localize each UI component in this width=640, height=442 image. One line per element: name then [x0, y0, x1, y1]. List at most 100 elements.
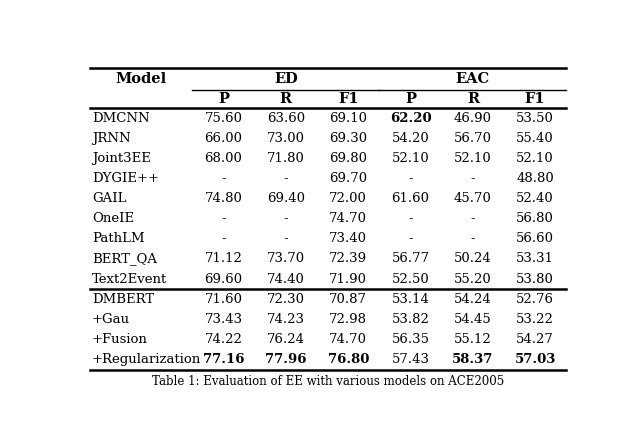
Text: 74.70: 74.70 [329, 333, 367, 346]
Text: 52.40: 52.40 [516, 192, 554, 205]
Text: 74.80: 74.80 [205, 192, 243, 205]
Text: 74.40: 74.40 [267, 273, 305, 286]
Text: BERT_QA: BERT_QA [92, 252, 157, 266]
Text: +Regularization: +Regularization [92, 353, 201, 366]
Text: 69.10: 69.10 [329, 112, 367, 125]
Text: R: R [467, 92, 479, 106]
Text: 71.60: 71.60 [205, 293, 243, 306]
Text: 46.90: 46.90 [454, 112, 492, 125]
Text: F1: F1 [525, 92, 545, 106]
Text: PathLM: PathLM [92, 232, 145, 245]
Text: -: - [284, 212, 288, 225]
Text: 55.20: 55.20 [454, 273, 492, 286]
Text: 76.24: 76.24 [267, 333, 305, 346]
Text: -: - [284, 232, 288, 245]
Text: 72.98: 72.98 [329, 313, 367, 326]
Text: 48.80: 48.80 [516, 172, 554, 185]
Text: 69.40: 69.40 [267, 192, 305, 205]
Text: 61.60: 61.60 [392, 192, 429, 205]
Text: 74.23: 74.23 [267, 313, 305, 326]
Text: 53.82: 53.82 [392, 313, 429, 326]
Text: 75.60: 75.60 [205, 112, 243, 125]
Text: Joint3EE: Joint3EE [92, 152, 150, 165]
Text: 77.96: 77.96 [265, 353, 307, 366]
Text: EAC: EAC [456, 72, 490, 86]
Text: 56.70: 56.70 [454, 132, 492, 145]
Text: 52.10: 52.10 [516, 152, 554, 165]
Text: -: - [221, 212, 226, 225]
Text: DMCNN: DMCNN [92, 112, 150, 125]
Text: 72.30: 72.30 [267, 293, 305, 306]
Text: 52.50: 52.50 [392, 273, 429, 286]
Text: F1: F1 [338, 92, 358, 106]
Text: 52.76: 52.76 [516, 293, 554, 306]
Text: 66.00: 66.00 [205, 132, 243, 145]
Text: Table 1: Evaluation of EE with various models on ACE2005: Table 1: Evaluation of EE with various m… [152, 375, 504, 388]
Text: 55.40: 55.40 [516, 132, 554, 145]
Text: Model: Model [115, 72, 167, 86]
Text: 69.60: 69.60 [204, 273, 243, 286]
Text: -: - [221, 172, 226, 185]
Text: R: R [280, 92, 292, 106]
Text: 72.00: 72.00 [330, 192, 367, 205]
Text: P: P [405, 92, 416, 106]
Text: 56.60: 56.60 [516, 232, 554, 245]
Text: -: - [408, 212, 413, 225]
Text: 53.50: 53.50 [516, 112, 554, 125]
Text: 53.31: 53.31 [516, 252, 554, 266]
Text: 68.00: 68.00 [205, 152, 243, 165]
Text: 73.70: 73.70 [267, 252, 305, 266]
Text: 74.22: 74.22 [205, 333, 243, 346]
Text: 45.70: 45.70 [454, 192, 492, 205]
Text: 73.43: 73.43 [204, 313, 243, 326]
Text: DYGIE++: DYGIE++ [92, 172, 159, 185]
Text: 70.87: 70.87 [329, 293, 367, 306]
Text: -: - [284, 172, 288, 185]
Text: 62.20: 62.20 [390, 112, 431, 125]
Text: -: - [470, 172, 476, 185]
Text: 63.60: 63.60 [267, 112, 305, 125]
Text: P: P [218, 92, 229, 106]
Text: 54.45: 54.45 [454, 313, 492, 326]
Text: 71.80: 71.80 [267, 152, 305, 165]
Text: +Gau: +Gau [92, 313, 130, 326]
Text: 76.80: 76.80 [328, 353, 369, 366]
Text: 74.70: 74.70 [329, 212, 367, 225]
Text: 72.39: 72.39 [329, 252, 367, 266]
Text: 56.35: 56.35 [392, 333, 429, 346]
Text: 71.12: 71.12 [205, 252, 243, 266]
Text: 56.80: 56.80 [516, 212, 554, 225]
Text: 69.80: 69.80 [329, 152, 367, 165]
Text: 57.43: 57.43 [392, 353, 429, 366]
Text: +Fusion: +Fusion [92, 333, 148, 346]
Text: 54.20: 54.20 [392, 132, 429, 145]
Text: 50.24: 50.24 [454, 252, 492, 266]
Text: 55.12: 55.12 [454, 333, 492, 346]
Text: 52.10: 52.10 [454, 152, 492, 165]
Text: DMBERT: DMBERT [92, 293, 154, 306]
Text: 53.80: 53.80 [516, 273, 554, 286]
Text: 58.37: 58.37 [452, 353, 493, 366]
Text: 69.70: 69.70 [329, 172, 367, 185]
Text: 69.30: 69.30 [329, 132, 367, 145]
Text: -: - [408, 172, 413, 185]
Text: JRNN: JRNN [92, 132, 131, 145]
Text: 73.00: 73.00 [267, 132, 305, 145]
Text: 53.22: 53.22 [516, 313, 554, 326]
Text: -: - [408, 232, 413, 245]
Text: -: - [470, 232, 476, 245]
Text: 57.03: 57.03 [515, 353, 556, 366]
Text: 56.77: 56.77 [392, 252, 429, 266]
Text: Text2Event: Text2Event [92, 273, 167, 286]
Text: 71.90: 71.90 [329, 273, 367, 286]
Text: OneIE: OneIE [92, 212, 134, 225]
Text: 54.27: 54.27 [516, 333, 554, 346]
Text: ED: ED [274, 72, 298, 86]
Text: 53.14: 53.14 [392, 293, 429, 306]
Text: 54.24: 54.24 [454, 293, 492, 306]
Text: 73.40: 73.40 [329, 232, 367, 245]
Text: GAIL: GAIL [92, 192, 126, 205]
Text: 77.16: 77.16 [203, 353, 244, 366]
Text: 52.10: 52.10 [392, 152, 429, 165]
Text: -: - [221, 232, 226, 245]
